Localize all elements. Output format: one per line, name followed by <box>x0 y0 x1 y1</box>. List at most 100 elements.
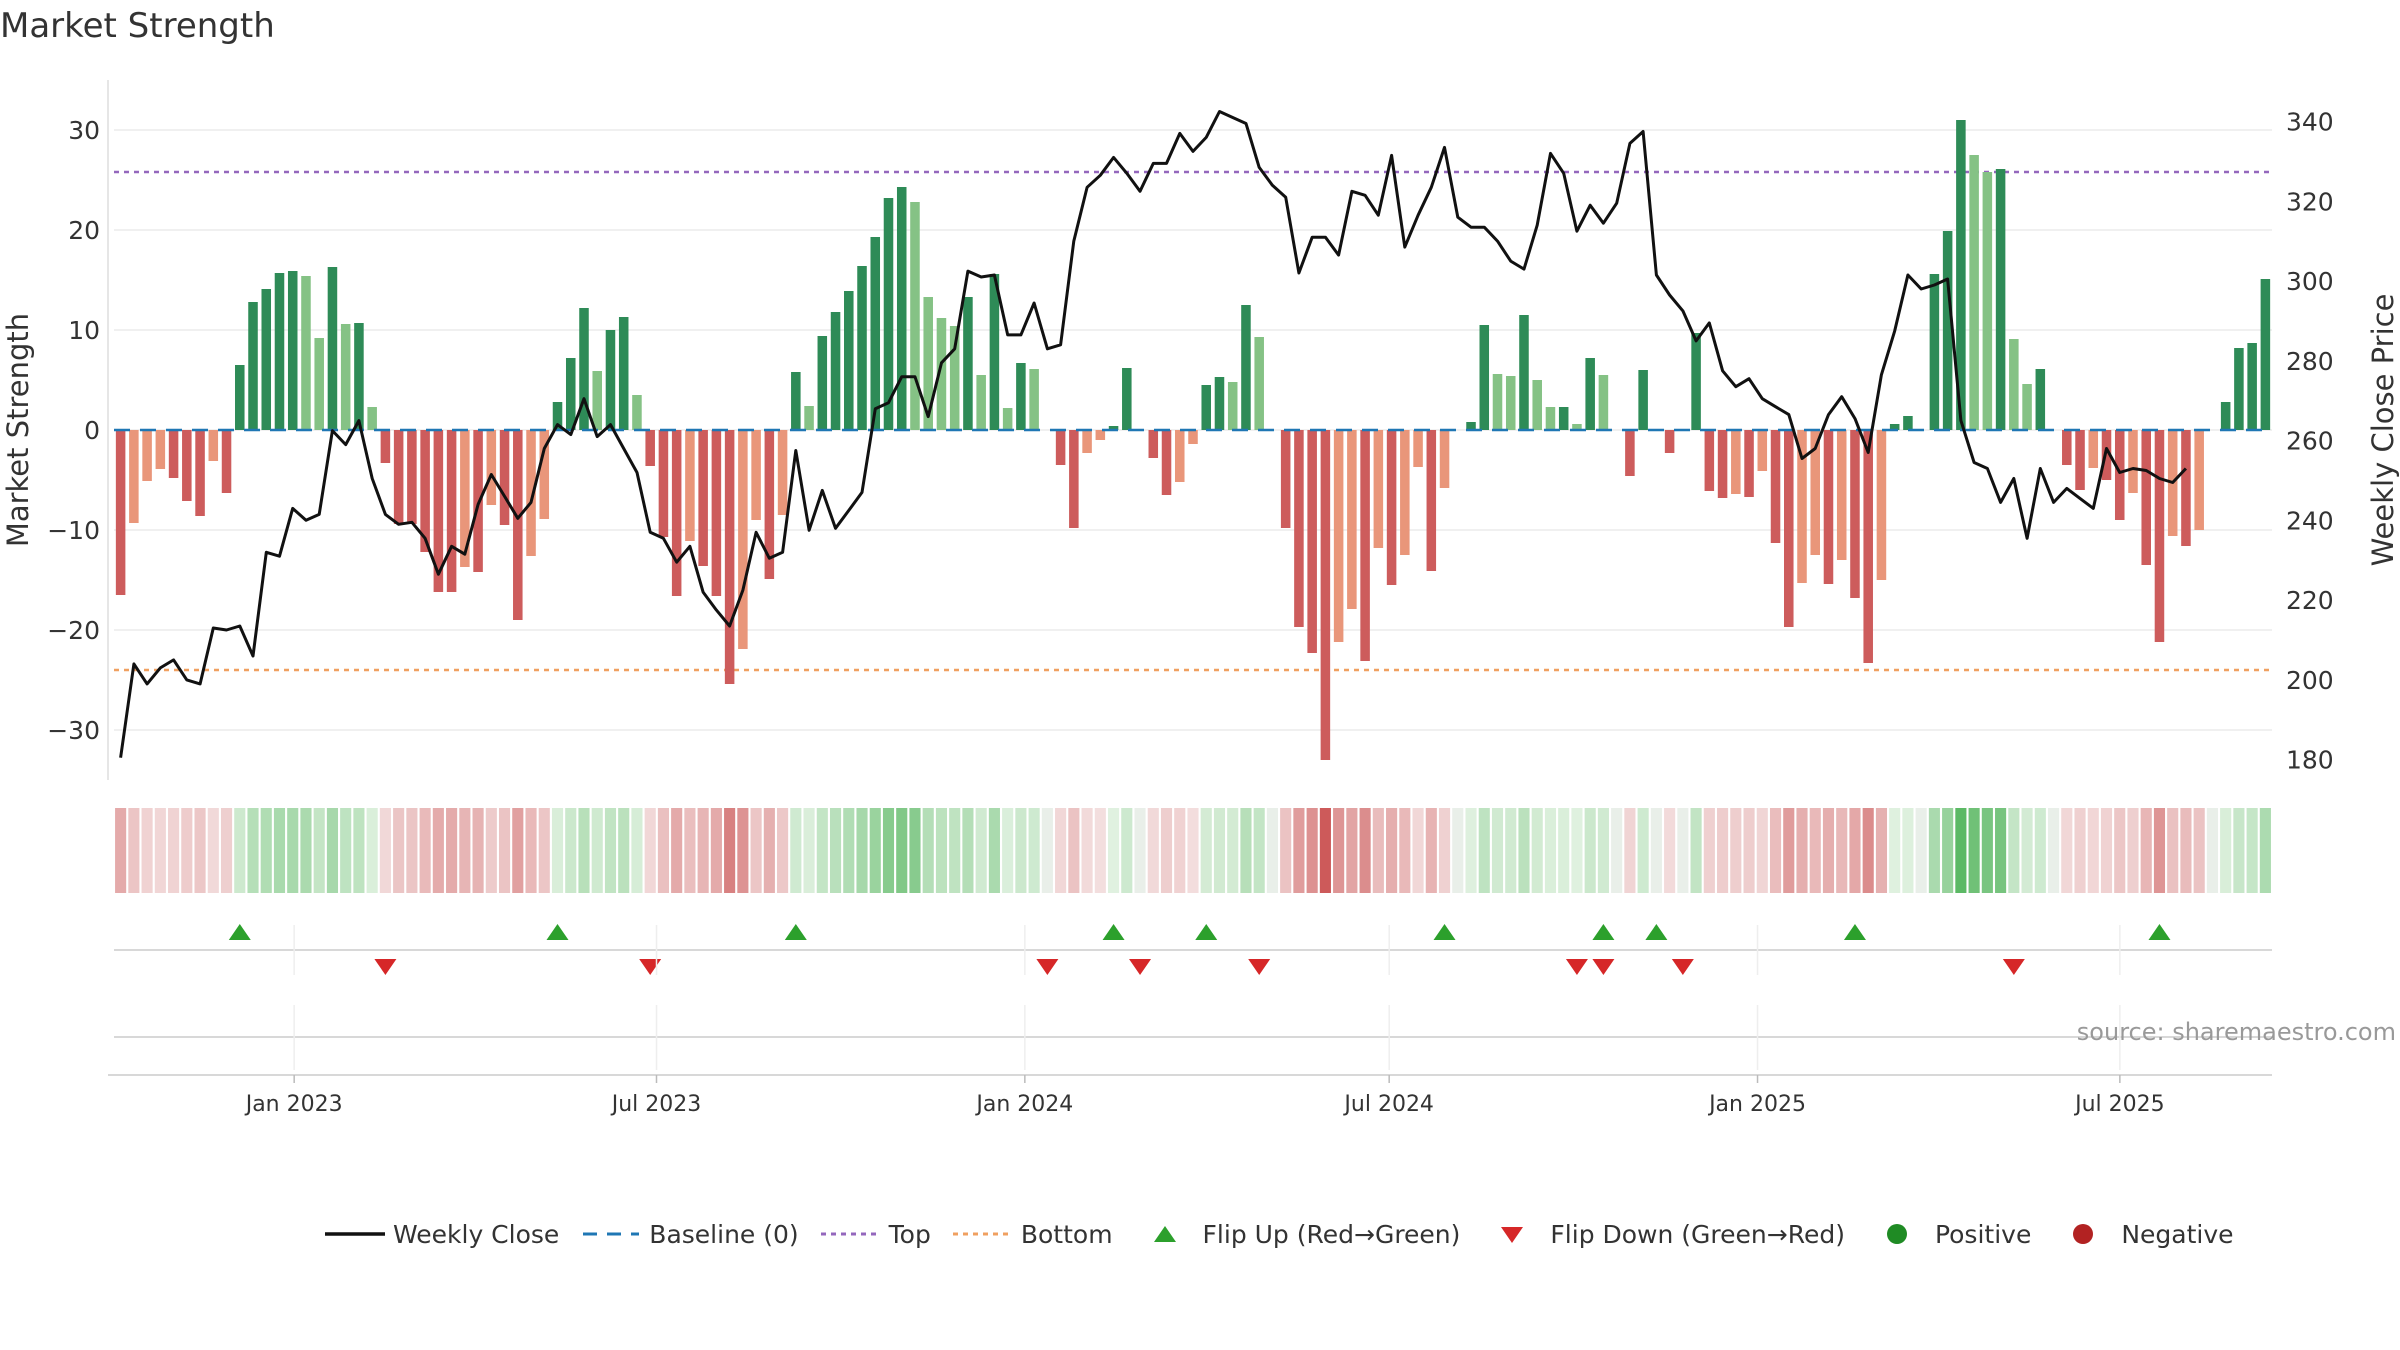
legend-symbol-dashed-line <box>581 1219 641 1249</box>
flip-up-marker <box>1645 924 1668 940</box>
strength-bar-negative <box>1426 430 1437 571</box>
strength-bar-negative <box>393 430 404 524</box>
band-cell <box>2034 808 2046 893</box>
band-cell <box>843 808 855 893</box>
source-note: source: sharemaestro.com <box>2077 1018 2396 1046</box>
band-cell <box>1875 808 1888 893</box>
band-cell <box>816 808 828 893</box>
strength-bar-negative <box>1757 430 1768 471</box>
band-cell <box>1664 808 1676 893</box>
band-cell <box>1333 808 1345 893</box>
legend-label: Flip Up (Red→Green) <box>1202 1219 1461 1249</box>
band-cell <box>882 808 895 893</box>
band-cell <box>684 808 696 893</box>
y-left-tick-label: −10 <box>47 516 100 545</box>
strength-bar-positive <box>830 312 841 430</box>
band-cell <box>432 808 444 893</box>
flip-down-marker <box>1248 959 1271 975</box>
band-cell <box>1412 808 1424 893</box>
y-right-tick-label: 280 <box>2286 347 2334 376</box>
strength-bar-positive <box>923 297 933 430</box>
strength-bar-positive <box>949 326 960 430</box>
band-cell <box>1213 808 1226 893</box>
strength-bar-positive <box>261 289 272 430</box>
strength-bar-negative <box>433 430 444 592</box>
strength-bar-positive <box>552 402 563 430</box>
x-tick-label: Jul 2025 <box>2073 1092 2165 1117</box>
strength-bar-positive <box>1122 368 1132 430</box>
legend-item-flip_down: Flip Down (Green→Red) <box>1482 1219 1845 1249</box>
strength-bar-negative <box>1373 430 1384 548</box>
band-cell <box>1730 808 1742 893</box>
band-cell <box>1002 808 1014 893</box>
band-cell <box>1055 808 1067 893</box>
band-cell <box>1200 808 1212 893</box>
strength-bar-positive <box>1029 369 1039 430</box>
band-cell <box>2114 808 2126 893</box>
strength-bar-negative <box>738 430 748 649</box>
band-cell <box>220 808 233 893</box>
strength-bar-negative <box>2141 430 2151 565</box>
band-cell <box>419 808 431 893</box>
band-cell <box>260 808 272 893</box>
band-cell <box>287 808 299 893</box>
flip-down-marker <box>1592 959 1615 975</box>
legend-symbol-dotted-line <box>820 1219 881 1249</box>
band-cell <box>1068 808 1080 893</box>
strength-bar-positive <box>1214 377 1225 430</box>
band-cell <box>1253 808 1265 893</box>
band-cell <box>1108 808 1120 893</box>
strength-bar-positive <box>896 187 907 430</box>
band-cell <box>2127 808 2139 893</box>
band-cell <box>1624 808 1636 893</box>
band-cell <box>1465 808 1477 893</box>
band-cell <box>1584 808 1596 893</box>
strength-bar-positive <box>235 365 245 430</box>
strength-bar-negative <box>1625 430 1635 476</box>
band-cell <box>2180 808 2192 893</box>
strength-bar-negative <box>1704 430 1715 491</box>
band-cell <box>2233 808 2245 893</box>
strength-bar-positive <box>1969 155 1979 430</box>
strength-bar-positive <box>1638 370 1648 430</box>
band-cell <box>1597 808 1609 893</box>
band-cell <box>803 808 815 893</box>
y-left-tick-label: 10 <box>68 316 100 345</box>
band-cell <box>2206 808 2218 893</box>
strength-bar-positive <box>2035 369 2046 430</box>
band-cell <box>2153 808 2166 893</box>
flip-up-marker <box>2148 924 2171 940</box>
weekly-close-line <box>119 110 2187 758</box>
strength-bar-negative <box>1161 430 1172 495</box>
band-cell <box>1359 808 1371 893</box>
band-cell <box>737 808 749 893</box>
band-cell <box>154 808 166 893</box>
strength-bar-positive <box>1598 375 1609 430</box>
strength-bar-positive <box>804 406 814 430</box>
strength-bar-negative <box>1731 430 1741 494</box>
band-cell <box>2140 808 2152 893</box>
strength-bar-negative <box>513 430 523 620</box>
band-cell <box>1280 808 1292 893</box>
band-cell <box>1478 808 1490 893</box>
band-cell <box>988 808 1000 893</box>
strength-bar-negative <box>724 430 735 684</box>
band-cell <box>446 808 458 893</box>
strength-bar-negative <box>1360 430 1370 661</box>
band-cell <box>962 808 974 893</box>
band-cell <box>168 808 180 893</box>
band-cell <box>829 808 842 893</box>
band-cell <box>1637 808 1649 893</box>
band-cell <box>710 808 722 893</box>
strength-bar-positive <box>579 308 589 430</box>
strength-bar-positive <box>817 336 828 430</box>
band-cell <box>1862 808 1874 893</box>
axis-layer: −30 −20 −10 0 10 20 30 180 200 220 240 260 280 300 320… <box>1 80 2400 780</box>
band-cell <box>2193 808 2205 893</box>
band-cell <box>935 808 948 893</box>
legend-item-negative: Negative <box>2053 1219 2234 1249</box>
legend-symbol-dotted-line <box>952 1219 1013 1249</box>
band-cell <box>644 808 656 893</box>
x-tick-label: Jan 2024 <box>974 1092 1073 1117</box>
band-cell <box>1399 808 1411 893</box>
